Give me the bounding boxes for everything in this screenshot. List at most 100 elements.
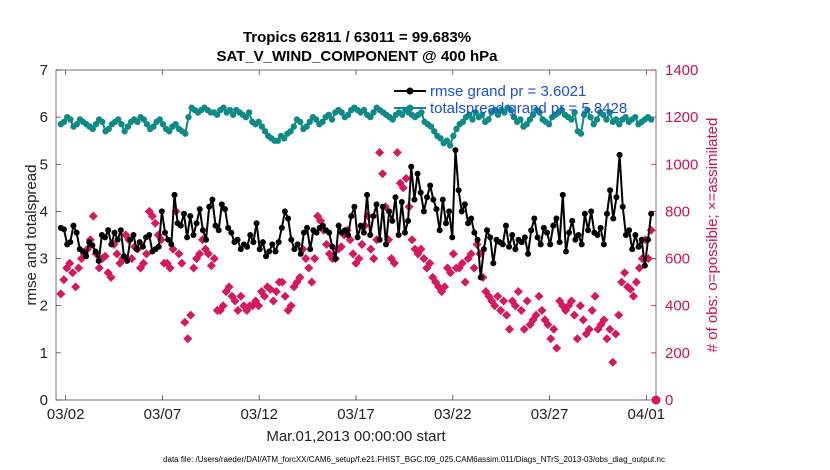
spread-series: [57, 104, 655, 149]
rmse-point: [139, 243, 146, 250]
rmse-point: [648, 210, 655, 217]
rmse-point: [427, 182, 434, 189]
obs-point: [183, 334, 193, 344]
obs-point: [566, 296, 576, 306]
spread-point: [647, 116, 655, 123]
spread-point: [344, 111, 352, 118]
rmse-point: [206, 203, 213, 210]
spread-point: [89, 125, 96, 133]
rmse-point: [341, 227, 348, 234]
rmse-point: [370, 213, 377, 220]
spread-point: [338, 109, 345, 116]
rmse-point: [335, 222, 342, 229]
rmse-point: [405, 217, 412, 224]
obs-point: [534, 291, 544, 301]
rmse-point: [73, 229, 80, 236]
spread-point: [510, 113, 518, 121]
spread-point: [367, 113, 374, 121]
spread-point: [296, 118, 304, 126]
spread-point: [143, 121, 151, 128]
rmse-point: [408, 163, 415, 170]
obs-point: [94, 263, 104, 273]
rmse-point: [364, 191, 371, 198]
rmse-point: [193, 220, 200, 227]
spread-point: [229, 111, 237, 118]
rmse-point: [111, 229, 118, 236]
spread-point: [159, 121, 167, 128]
rmse-point: [136, 239, 143, 246]
obs-point: [578, 315, 588, 325]
rmse-point: [285, 215, 292, 222]
spread-point: [600, 111, 607, 118]
rmse-point: [420, 208, 427, 215]
spread-point: [182, 130, 189, 137]
rmse-point: [266, 248, 273, 255]
rmse-point: [95, 257, 102, 264]
spread-point: [92, 121, 100, 128]
rmse-point: [272, 248, 279, 255]
obs-point: [180, 317, 190, 327]
spread-point: [156, 116, 163, 123]
rmse-point: [133, 246, 140, 253]
rmse-point: [114, 236, 121, 243]
rmse-point: [130, 232, 137, 238]
spread-point: [529, 111, 537, 118]
rmse-point: [67, 239, 74, 246]
spread-point: [185, 113, 192, 121]
rmse-point: [411, 196, 418, 203]
y-tick-label-left: 4: [40, 203, 48, 220]
obs-point: [631, 277, 641, 287]
rmse-point: [468, 215, 475, 222]
y-tick-label-left: 5: [40, 156, 48, 173]
rmse-point: [581, 210, 588, 217]
rmse-point: [597, 224, 604, 231]
rmse-point: [288, 236, 295, 243]
rmse-point: [556, 239, 563, 246]
obs-point: [88, 211, 98, 221]
spread-point: [616, 121, 623, 128]
spread-point: [325, 111, 333, 118]
rmse-point: [641, 262, 648, 269]
rmse-point: [610, 215, 617, 222]
obs-point: [254, 301, 264, 311]
rmse-point: [177, 222, 184, 229]
rmse-point: [575, 232, 582, 238]
rmse-point: [484, 227, 491, 234]
rmse-point: [521, 234, 528, 241]
legend: rmse grand pr = 3.6021 totalspread grand…: [394, 83, 627, 117]
spread-point: [172, 121, 179, 128]
rmse-point: [102, 234, 109, 241]
chart-title-line2: SAT_V_WIND_COMPONENT @ 400 hPa: [216, 48, 498, 65]
spread-point: [360, 106, 368, 114]
x-tick-label: 04/01: [628, 406, 666, 423]
rmse-point: [218, 201, 225, 208]
x-tick-label: 03/17: [337, 406, 375, 423]
rmse-point: [83, 253, 90, 260]
rmse-point: [234, 236, 241, 243]
rmse-point: [622, 232, 629, 238]
rmse-point: [424, 194, 431, 201]
rmse-point: [553, 215, 560, 222]
spread-point: [446, 142, 454, 149]
rmse-point: [247, 232, 254, 238]
spread-point: [459, 118, 467, 126]
rmse-point: [518, 239, 525, 246]
y-tick-label-left: 1: [40, 345, 48, 362]
rmse-point: [629, 246, 636, 253]
spread-point: [494, 111, 502, 118]
rmse-point: [613, 194, 620, 201]
rmse-point: [209, 196, 216, 203]
spread-point: [306, 118, 313, 126]
obs-point: [218, 301, 228, 311]
spread-point: [328, 116, 336, 123]
rmse-point: [225, 224, 232, 231]
spread-point: [612, 116, 620, 123]
rmse-point: [89, 242, 96, 249]
spread-point: [507, 106, 514, 114]
rmse-point: [190, 232, 197, 238]
rmse-point: [439, 196, 446, 203]
rmse-point: [401, 229, 408, 236]
y-tick-label-right: 800: [665, 203, 690, 220]
spread-point: [472, 109, 479, 116]
